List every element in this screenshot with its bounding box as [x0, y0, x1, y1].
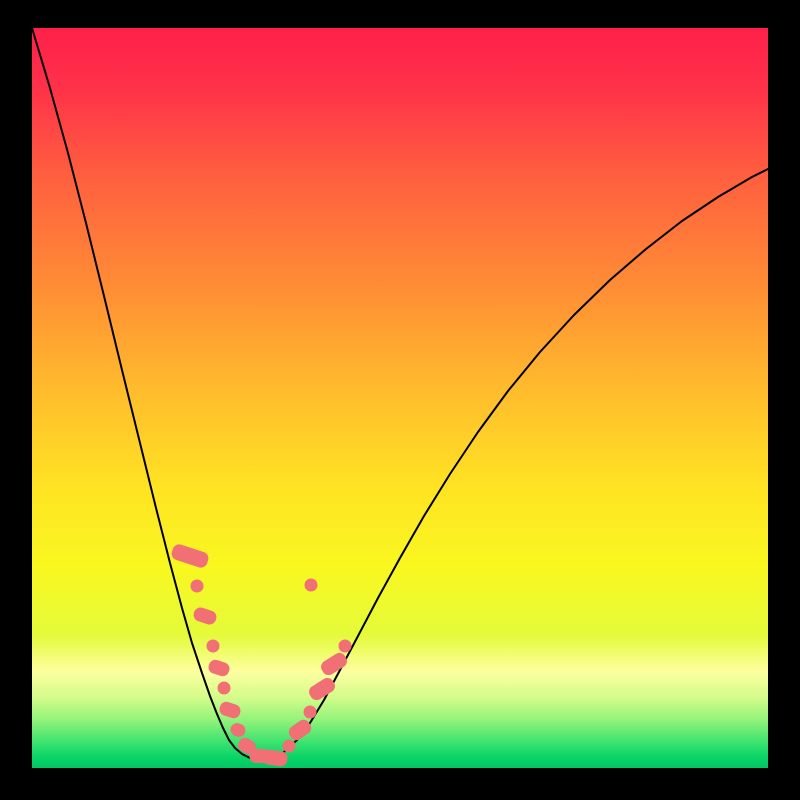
frame-border — [0, 768, 800, 800]
marker-1 — [191, 580, 203, 592]
marker-16 — [339, 640, 351, 652]
frame-border — [0, 0, 32, 800]
marker-17 — [305, 579, 317, 591]
chart-plot-area — [32, 28, 768, 768]
chart-svg — [32, 28, 768, 768]
marker-13 — [304, 706, 316, 718]
frame-border — [768, 0, 800, 800]
gradient-background — [32, 28, 768, 768]
marker-5 — [218, 682, 230, 694]
marker-11 — [283, 740, 295, 752]
marker-3 — [207, 640, 219, 652]
frame-border — [0, 0, 800, 28]
